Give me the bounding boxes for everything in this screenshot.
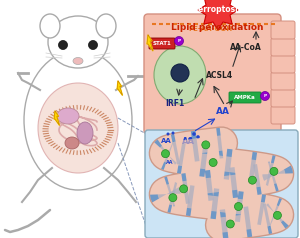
Polygon shape (147, 35, 153, 51)
Text: STAT1: STAT1 (153, 41, 171, 46)
FancyBboxPatch shape (144, 14, 281, 134)
Text: P: P (177, 39, 181, 43)
Ellipse shape (57, 108, 79, 124)
Circle shape (175, 36, 184, 45)
Circle shape (192, 132, 196, 136)
FancyBboxPatch shape (229, 92, 261, 103)
Circle shape (161, 150, 169, 158)
Circle shape (169, 194, 177, 202)
Circle shape (209, 159, 217, 167)
Circle shape (202, 141, 210, 149)
Circle shape (270, 167, 278, 175)
Circle shape (235, 203, 242, 210)
Text: ACSL4: ACSL4 (206, 70, 234, 79)
FancyBboxPatch shape (271, 106, 295, 124)
FancyBboxPatch shape (145, 130, 298, 238)
Ellipse shape (40, 14, 60, 38)
FancyBboxPatch shape (271, 38, 295, 56)
Text: Lipid peroxidation: Lipid peroxidation (171, 24, 263, 33)
FancyBboxPatch shape (271, 21, 295, 39)
Polygon shape (198, 0, 238, 30)
Polygon shape (54, 111, 59, 125)
Text: IRF1: IRF1 (165, 99, 184, 109)
Circle shape (188, 137, 192, 141)
Text: AA: AA (160, 138, 171, 144)
Ellipse shape (171, 64, 189, 82)
Ellipse shape (48, 16, 108, 68)
Text: PE-AA-OOH: PE-AA-OOH (188, 26, 232, 32)
Ellipse shape (38, 83, 118, 173)
Ellipse shape (24, 50, 132, 190)
Circle shape (167, 133, 170, 135)
Ellipse shape (77, 122, 93, 144)
FancyBboxPatch shape (271, 72, 295, 90)
Circle shape (260, 91, 269, 100)
Text: AA: AA (216, 108, 230, 116)
Ellipse shape (73, 58, 83, 64)
Circle shape (180, 185, 188, 193)
Ellipse shape (96, 14, 116, 38)
Circle shape (196, 135, 200, 139)
Text: P: P (263, 94, 267, 98)
Text: AMPKa: AMPKa (234, 95, 256, 100)
Ellipse shape (154, 46, 206, 104)
Circle shape (248, 176, 256, 184)
FancyBboxPatch shape (271, 89, 295, 107)
Polygon shape (117, 81, 122, 95)
FancyBboxPatch shape (271, 55, 295, 73)
Ellipse shape (88, 40, 98, 50)
Circle shape (172, 132, 175, 134)
Text: AA: AA (182, 138, 194, 147)
Ellipse shape (65, 137, 79, 149)
Text: AA: AA (166, 160, 174, 165)
FancyBboxPatch shape (149, 38, 175, 49)
Circle shape (226, 220, 234, 228)
Text: AA-CoA: AA-CoA (230, 44, 262, 53)
Ellipse shape (58, 40, 68, 50)
Circle shape (273, 211, 281, 219)
Text: Ferroptosis: Ferroptosis (194, 5, 243, 15)
